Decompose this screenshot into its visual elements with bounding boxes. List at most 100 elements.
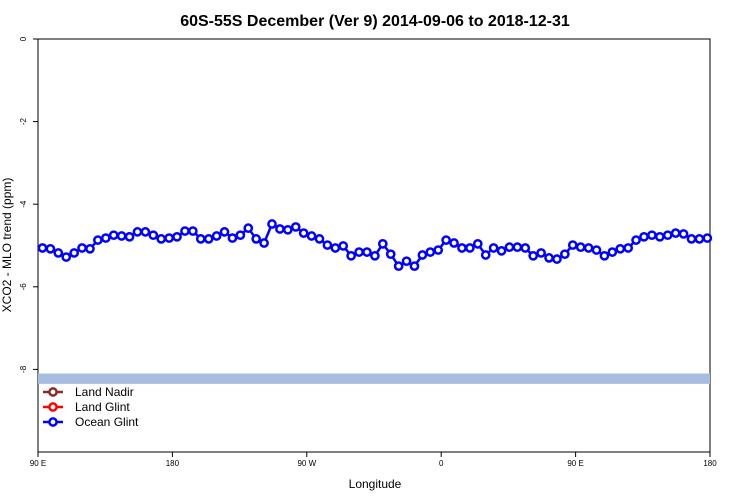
point [164,233,174,243]
point [433,245,444,255]
point [282,224,293,235]
chart-title: 60S-55S December (Ver 9) 2014-09-06 to 2… [180,13,570,30]
point [116,231,127,241]
point [362,247,372,257]
point [678,229,689,239]
point [306,231,317,241]
point [639,231,649,242]
point [504,242,515,253]
point [61,252,72,262]
point [267,219,277,229]
point [662,230,673,241]
point [100,233,111,243]
point [472,238,483,249]
point [615,243,626,254]
point [148,230,159,241]
point [520,243,531,253]
point [322,240,333,250]
point [227,233,238,243]
point [338,241,349,251]
point [370,250,380,261]
point [623,243,634,253]
point [599,250,610,261]
point [385,249,396,260]
point [567,240,578,250]
point [243,223,254,234]
point [488,243,499,253]
y-tick-label: -4 [19,200,28,208]
point [251,234,262,244]
point [694,234,705,244]
point [417,250,428,260]
point [552,254,562,264]
point [85,243,95,254]
point [536,248,546,258]
point [354,247,364,257]
point [465,243,475,253]
point [330,243,341,253]
y-tick-label: -2 [19,117,28,125]
x-tick-label: 90 W [297,459,316,468]
legend-marker [48,402,58,412]
legend-marker [48,417,58,427]
point [393,261,404,271]
y-tick-label: -8 [19,365,28,373]
point [219,227,230,237]
point [409,261,420,271]
x-tick-label: 0 [439,459,444,468]
point [591,245,602,255]
y-tick-label: 0 [19,36,28,41]
point [441,235,451,245]
point [37,243,48,253]
x-tick-label: 180 [703,459,717,468]
point [607,247,618,257]
point [647,230,657,241]
point [575,242,586,253]
x-tick-label: 90 E [30,459,46,468]
point [132,227,143,237]
point [457,243,467,253]
point [512,242,523,253]
point [480,250,491,260]
legend-label: Land Nadir [75,385,134,399]
point [377,238,388,249]
point [298,228,309,238]
point [314,234,325,244]
point [211,231,222,241]
point [670,228,681,238]
point [124,231,135,242]
point [496,246,507,256]
point [259,238,269,248]
point [631,235,641,245]
point [235,230,246,241]
legend-marker [48,387,58,397]
point [93,235,103,245]
point [654,231,665,242]
point [203,234,214,244]
point [583,243,594,253]
point [180,226,190,236]
legend-label: Land Glint [75,400,130,414]
point [702,233,713,243]
point [449,238,459,248]
point [195,234,206,244]
point [69,248,79,258]
point [544,253,554,263]
x-tick-label: 180 [166,459,180,468]
legend-label: Ocean Glint [75,415,139,429]
y-tick-label: -6 [19,283,28,291]
point [290,222,301,232]
plot-frame [37,38,711,453]
point [346,250,357,261]
point [425,247,436,257]
point [528,250,539,261]
point [401,256,412,267]
point [686,234,697,244]
point [140,227,151,237]
point [108,230,119,241]
band [38,373,710,384]
point [188,226,198,236]
point [53,248,64,258]
point [275,224,285,234]
